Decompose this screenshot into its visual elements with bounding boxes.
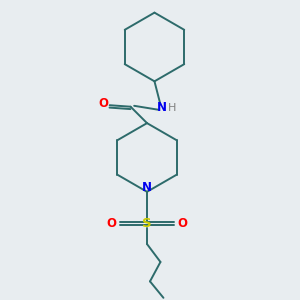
Text: H: H [168, 103, 177, 113]
Text: O: O [98, 97, 108, 110]
Text: O: O [178, 217, 188, 230]
Text: S: S [142, 217, 152, 230]
Text: N: N [157, 101, 167, 114]
Text: N: N [142, 181, 152, 194]
Text: O: O [106, 217, 116, 230]
